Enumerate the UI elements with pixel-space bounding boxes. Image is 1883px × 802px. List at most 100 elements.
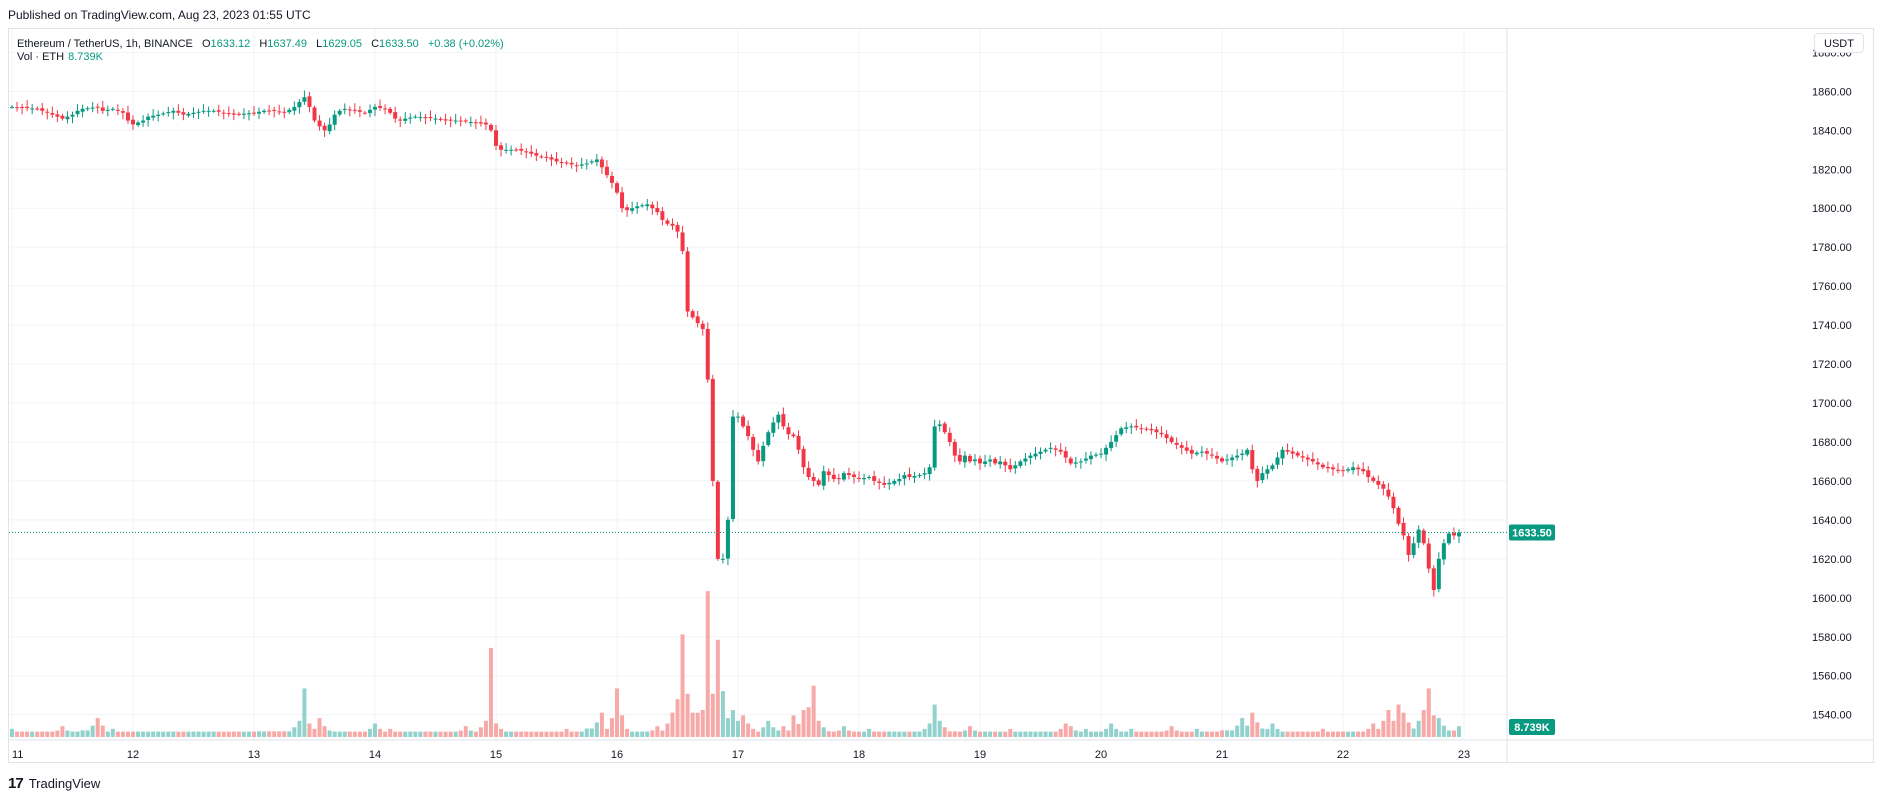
candle-body (478, 122, 483, 124)
candle-body (1366, 470, 1371, 478)
volume-bar (922, 728, 927, 737)
volume-bar (932, 704, 937, 737)
candle-body (1048, 447, 1053, 449)
volume-bar (892, 731, 897, 737)
volume-bar (1426, 688, 1431, 737)
volume-bar (569, 731, 574, 737)
candle-body (796, 435, 801, 450)
volume-bar (1083, 728, 1088, 737)
volume-bar (811, 685, 816, 737)
volume-bar (80, 730, 85, 737)
volume-bar (1421, 710, 1426, 737)
volume-bar (640, 731, 645, 737)
candle-body (690, 311, 695, 318)
candle-body (65, 116, 70, 120)
volume-bar (1255, 722, 1260, 737)
volume-bar (872, 731, 877, 737)
candle-body (1038, 451, 1043, 454)
candle-body (615, 183, 620, 193)
candle-body (559, 162, 564, 164)
volume-bar (650, 730, 655, 737)
candle-body (1023, 458, 1028, 462)
volume-bar (841, 726, 846, 737)
volume-bar (942, 727, 947, 737)
volume-value: 8.739K (68, 51, 103, 63)
y-tick-label: 1860.00 (1812, 86, 1852, 98)
volume-bar (423, 731, 428, 737)
volume-bar (947, 731, 952, 737)
volume-bar (675, 699, 680, 737)
candle-body (574, 165, 579, 167)
x-tick-label: 23 (1458, 749, 1470, 761)
volume-bar (10, 728, 14, 737)
volume-bar (1245, 725, 1250, 737)
candle-body (932, 426, 937, 468)
volume-bar (75, 731, 80, 737)
volume-bar (236, 731, 241, 737)
candle-body (10, 106, 14, 108)
low-label: L (316, 38, 323, 50)
volume-bar (544, 731, 549, 737)
candle-body (1230, 457, 1235, 461)
volume-bar (120, 731, 125, 737)
volume-bar (564, 728, 569, 737)
candle-body (791, 434, 796, 437)
candle-body (1260, 473, 1265, 481)
volume-bar (398, 731, 403, 737)
volume-bar (448, 731, 453, 737)
candle-body (1411, 543, 1416, 555)
candle-body (564, 162, 569, 164)
candle-body (171, 110, 176, 113)
volume-bar (408, 731, 413, 737)
candle-body (872, 476, 877, 481)
candle-body (176, 110, 181, 113)
volume-bar (216, 731, 221, 737)
candle-body (937, 424, 942, 427)
candle-body (756, 450, 761, 462)
volume-bar (20, 731, 25, 737)
volume-bar (1290, 731, 1295, 737)
candle-body (1063, 451, 1068, 458)
volume-bar (615, 688, 620, 737)
volume-bar (771, 727, 776, 737)
volume-bar (599, 712, 604, 737)
volume-bar (791, 715, 796, 737)
candle-body (978, 458, 983, 464)
candle-body (862, 478, 867, 480)
candle-body (287, 109, 292, 113)
candle-body (730, 416, 735, 520)
published-caption: Published on TradingView.com, Aug 23, 20… (8, 8, 311, 22)
candle-body (655, 207, 660, 213)
volume-legend: Vol · ETH 8.739K (17, 51, 103, 63)
volume-bar (978, 731, 983, 737)
x-tick-label: 12 (127, 749, 139, 761)
candle-body (1305, 457, 1310, 460)
x-tick-label: 11 (12, 749, 23, 761)
candle-body (720, 558, 725, 560)
candle-body (499, 145, 504, 150)
candle-body (216, 110, 221, 112)
volume-bar (554, 731, 559, 737)
currency-button[interactable]: USDT (1814, 33, 1864, 53)
volume-bar (1073, 730, 1078, 737)
last-price-badge (1509, 524, 1555, 541)
volume-bar (156, 731, 161, 737)
volume-bar (604, 728, 609, 737)
volume-bar (1451, 730, 1456, 737)
candle-body (297, 102, 302, 108)
footer-brand[interactable]: 17 TradingView (8, 775, 100, 792)
volume-bar (857, 731, 862, 737)
candle-body (766, 432, 771, 445)
candle-body (332, 114, 337, 125)
candle-body (221, 112, 226, 114)
candle-body (186, 113, 191, 116)
candle-body (524, 151, 529, 153)
candle-body (887, 482, 892, 485)
candle-body (423, 117, 428, 119)
volume-bar (806, 707, 811, 737)
y-tick-label: 1800.00 (1812, 203, 1852, 215)
volume-bar (146, 731, 151, 737)
volume-bar (211, 731, 216, 737)
candle-layer (10, 90, 1461, 597)
